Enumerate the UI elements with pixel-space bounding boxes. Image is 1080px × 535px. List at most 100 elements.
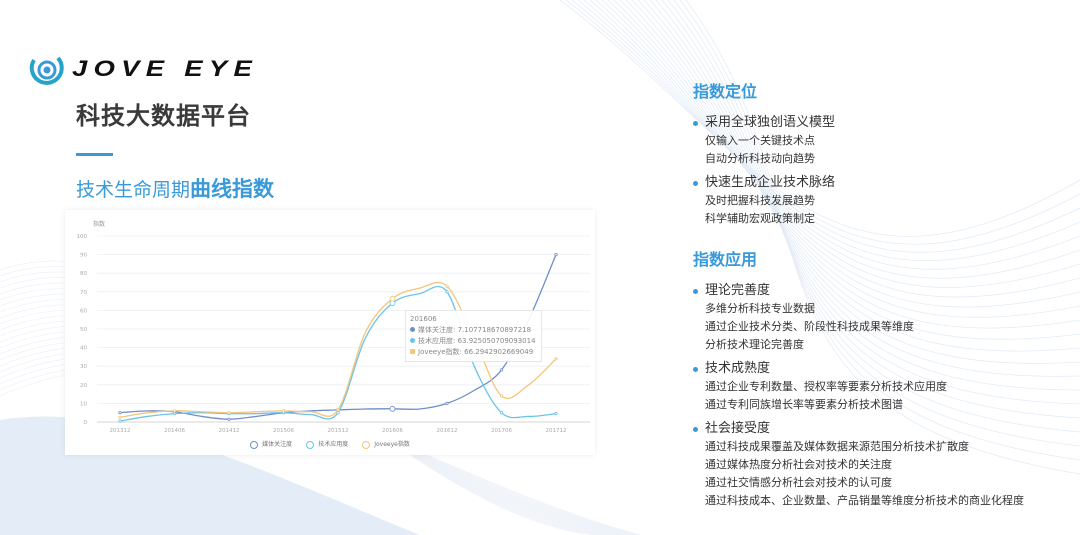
background-wave-line (607, 0, 1080, 308)
background-wave-line (667, 0, 1080, 433)
data-point (389, 295, 396, 302)
item-line: 通过社交情感分析社会对技术的认可度 (705, 476, 892, 489)
data-point (445, 401, 449, 405)
y-tick-label: 50 (80, 327, 87, 333)
item-head: 采用全球独创语义模型 (693, 114, 1073, 132)
item-line: 自动分析科技动向趋势 (705, 152, 815, 165)
data-point (227, 411, 231, 415)
legend-item-media[interactable]: 媒体关注度 (250, 439, 292, 449)
data-point (445, 284, 449, 288)
x-tick-label: 201506 (273, 428, 294, 434)
background-wave-line (631, 0, 1080, 352)
section-title: 指数应用 (693, 250, 758, 269)
list-item: 采用全球独创语义模型 仅输入一个关键技术点 自动分析科技动向趋势 (693, 114, 1073, 168)
data-point (172, 409, 177, 413)
item-line: 仅输入一个关键技术点 (705, 134, 815, 147)
legend-label: 媒体关注度 (262, 441, 293, 448)
legend-label: 技术应用度 (318, 441, 349, 448)
eye-logo-icon (29, 56, 64, 85)
x-tick-label: 201712 (546, 428, 567, 434)
background-wave-line (649, 0, 1080, 391)
data-point (554, 252, 558, 257)
background-wave-line (637, 0, 1080, 364)
legend-marker-icon (362, 440, 371, 449)
background-wave-line (571, 0, 1080, 253)
tech-dot-icon (410, 338, 415, 343)
item-line: 通过企业技术分类、阶段性科技成果等维度 (705, 320, 914, 333)
item-line: 分析技术理论完善度 (705, 338, 804, 351)
data-point (336, 408, 340, 412)
tooltip-title: 201606 (410, 315, 437, 323)
background-wave-line (655, 0, 1080, 405)
y-tick-label: 90 (80, 253, 87, 259)
logo: JOVE EYE (28, 52, 252, 86)
background-wave-line (577, 0, 1080, 262)
y-tick-label: 40 (80, 346, 87, 352)
legend-item-tech[interactable]: 技术应用度 (306, 439, 348, 449)
background-wave-line (625, 0, 1080, 340)
background-wave-line (619, 0, 1080, 329)
list-item: 理论完善度 多维分析科技专业数据 通过企业技术分类、阶段性科技成果等维度 分析技… (693, 282, 1073, 354)
background-wave-line (595, 0, 1080, 288)
background-wave-line (679, 0, 1080, 461)
data-point (445, 290, 449, 294)
list-item: 快速生成企业技术脉络 及时把握科技发展趋势 科学辅助宏观政策制定 (693, 174, 1073, 228)
y-axis-title: 指数 (93, 220, 105, 228)
background-wave-line (559, 0, 1080, 237)
joveeye-dot-icon (410, 349, 415, 354)
y-tick-label: 30 (80, 364, 87, 370)
index-description: 指数定位 采用全球独创语义模型 仅输入一个关键技术点 自动分析科技动向趋势 快速… (693, 78, 1073, 516)
subtitle-bold: 曲线指数 (190, 177, 275, 201)
item-head: 技术成熟度 (693, 360, 1073, 378)
x-tick-label: 201412 (219, 428, 240, 434)
data-point (118, 411, 122, 415)
background-wave-line (685, 0, 1080, 475)
data-point (118, 419, 122, 423)
item-line: 及时把握科技发展趋势 (705, 194, 815, 207)
legend-marker-icon (250, 440, 259, 449)
item-head: 快速生成企业技术脉络 (693, 174, 1073, 192)
list-item: 技术成熟度 通过企业专利数量、授权率等要素分析技术应用度 通过专利同族增长率等要… (693, 360, 1073, 414)
tooltip-tech-value: 技术应用度: 63.925050709093014 (418, 337, 536, 345)
item-line: 科学辅助宏观政策制定 (705, 212, 815, 225)
tooltip-row-joveeye: Joveeye指数: 66.2942902669049 (410, 347, 537, 358)
legend-label: Joveeye指数 (374, 441, 410, 448)
y-tick-label: 10 (80, 401, 87, 407)
platform-title: 科技大数据平台 (76, 102, 251, 130)
data-point (499, 368, 504, 372)
tooltip-joveeye-value: Joveeye指数: 66.2942902669049 (418, 348, 534, 356)
background-wave-line (565, 0, 1080, 245)
y-tick-label: 100 (77, 234, 88, 240)
y-tick-label: 60 (80, 308, 87, 314)
item-head: 社会接受度 (693, 420, 1073, 438)
chart-card: 指数 0 10 20 30 40 50 60 70 80 90 100 201312 201406 2014… (65, 210, 595, 455)
background-wave-line (643, 0, 1080, 377)
data-point (554, 412, 558, 416)
section-application: 指数应用 理论完善度 多维分析科技专业数据 通过企业技术分类、阶段性科技成果等维… (693, 246, 1073, 510)
item-line: 通过科技成果覆盖及媒体数据来源范围分析技术扩散度 (705, 440, 969, 453)
x-tick-label: 201706 (491, 428, 512, 434)
x-tick-label: 201512 (328, 428, 349, 434)
x-tick-label: 201406 (164, 428, 185, 434)
background-wave-line (661, 0, 1080, 419)
data-point (172, 412, 177, 416)
tooltip-media-value: 媒体关注度: 7.107718670897218 (418, 326, 532, 334)
data-point (118, 415, 122, 419)
tooltip-row-media: 媒体关注度: 7.107718670897218 (410, 325, 537, 336)
data-point (389, 405, 396, 412)
chart-legend: 媒体关注度 技术应用度 Joveeye指数 (65, 439, 595, 449)
y-tick-label: 80 (80, 271, 87, 277)
legend-item-joveeye[interactable]: Joveeye指数 (362, 439, 410, 449)
y-tick-label: 70 (80, 290, 87, 296)
subtitle-normal: 技术生命周期 (76, 179, 191, 201)
background-wave-line (601, 0, 1080, 298)
background-wave-line (673, 0, 1080, 447)
section-title: 指数定位 (693, 82, 758, 101)
x-tick-label: 201612 (437, 428, 458, 434)
title-divider (76, 153, 113, 156)
data-point (499, 394, 504, 398)
background-wave-line (613, 0, 1080, 318)
data-point (281, 409, 286, 413)
media-dot-icon (410, 327, 415, 332)
y-tick-label: 0 (84, 420, 88, 426)
